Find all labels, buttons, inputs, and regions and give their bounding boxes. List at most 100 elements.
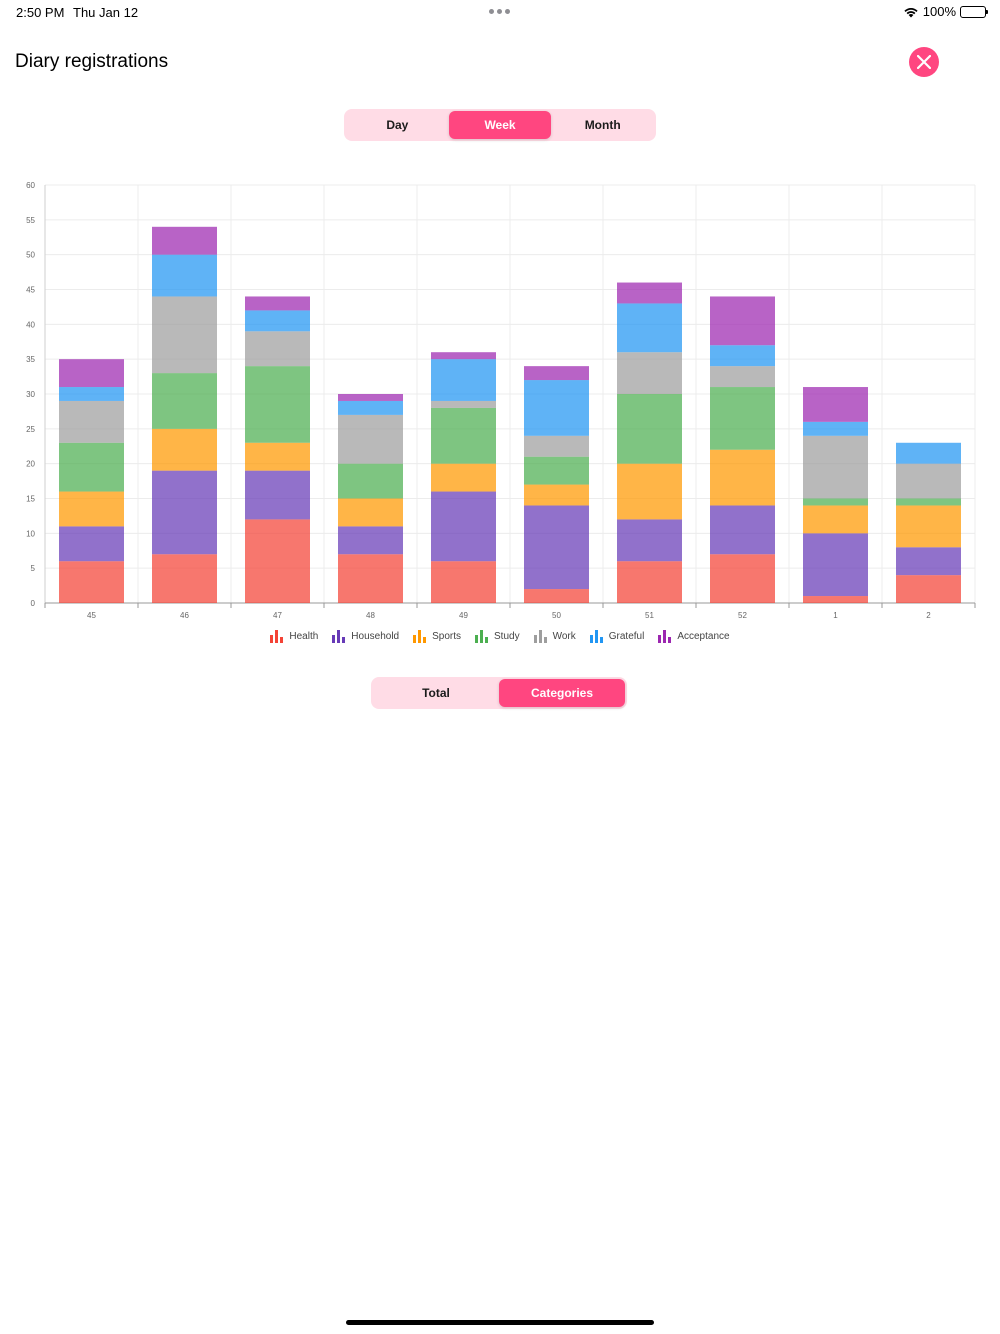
period-segmented-control: Day Week Month (344, 109, 656, 141)
bar-segment-study (803, 498, 868, 506)
page-title: Diary registrations (15, 51, 169, 72)
bar-segment-sports (431, 463, 496, 492)
bar-segment-study (152, 373, 217, 429)
bar-segment-grateful (338, 400, 403, 415)
view-segmented-control: Total Categories (371, 677, 627, 709)
bar-segment-grateful (710, 345, 775, 367)
x-tick-label: 50 (552, 611, 561, 620)
segment-total[interactable]: Total (373, 679, 499, 707)
bar-segment-acceptance (617, 282, 682, 304)
bar-segment-work (803, 435, 868, 499)
legend-item-work[interactable]: Work (533, 630, 576, 643)
status-time: 2:50 PM (16, 5, 65, 20)
bar-segment-acceptance (431, 352, 496, 360)
y-tick-label: 20 (26, 460, 35, 469)
legend-item-grateful[interactable]: Grateful (589, 630, 645, 643)
legend-label: Sports (432, 631, 462, 642)
bar-segment-sports (245, 442, 310, 471)
legend-item-acceptance[interactable]: Acceptance (658, 630, 730, 643)
x-tick-label: 46 (180, 611, 189, 620)
bar-chart-icon (413, 630, 427, 643)
legend-label: Work (552, 631, 576, 642)
bar-segment-household (152, 470, 217, 555)
bar-segment-household (338, 526, 403, 555)
bar-chart-icon (475, 630, 489, 643)
bar-segment-work (338, 414, 403, 464)
bar-segment-health (245, 519, 310, 603)
bar-chart-icon (658, 630, 672, 643)
close-button[interactable] (909, 47, 939, 77)
bar-segment-acceptance (59, 359, 124, 388)
home-indicator[interactable] (346, 1320, 654, 1325)
bar-segment-grateful (431, 359, 496, 401)
legend-label: Acceptance (677, 631, 730, 642)
x-tick-label: 1 (833, 611, 838, 620)
bar-segment-health (896, 575, 961, 603)
bar-segment-work (896, 463, 961, 499)
y-tick-label: 5 (31, 564, 36, 573)
stacked-bar-chart: 0 5 10 15 20 25 30 35 40 45 50 55 60 45 46 47 48 49 50 51 52… (26, 181, 976, 620)
y-tick-label: 40 (26, 320, 35, 329)
bar-segment-household (803, 533, 868, 597)
y-tick-label: 25 (26, 425, 35, 434)
bar-segment-household (617, 519, 682, 562)
bar-segment-work (152, 296, 217, 374)
x-tick-label: 2 (926, 611, 931, 620)
bar-chart-icon (270, 630, 284, 643)
bar-segment-grateful (617, 303, 682, 353)
status-bar: 2:50 PM Thu Jan 12 100% (0, 0, 1000, 26)
bar-segment-acceptance (152, 226, 217, 255)
bar-segment-work (617, 352, 682, 394)
bar-segment-sports (524, 484, 589, 506)
bar-segment-household (896, 547, 961, 576)
y-tick-label: 0 (31, 599, 36, 608)
legend-label: Study (494, 631, 520, 642)
bar-segment-study (710, 387, 775, 450)
bar-segment-acceptance (524, 366, 589, 381)
x-tick-label: 48 (366, 611, 375, 620)
legend-label: Household (351, 631, 400, 642)
segment-categories[interactable]: Categories (499, 679, 625, 707)
bar-segment-sports (803, 505, 868, 534)
bar-segment-work (59, 400, 124, 443)
bar-segment-sports (338, 498, 403, 527)
bar-segment-acceptance (338, 394, 403, 401)
bar-segment-acceptance (710, 296, 775, 346)
bar-segment-study (338, 463, 403, 499)
bar-segment-acceptance (803, 387, 868, 422)
legend-item-study[interactable]: Study (475, 630, 520, 643)
segment-week[interactable]: Week (448, 111, 552, 139)
bar-segment-health (710, 554, 775, 603)
segment-month[interactable]: Month (551, 111, 654, 139)
bar-segment-health (59, 561, 124, 603)
x-tick-label: 49 (459, 611, 468, 620)
bar-segment-sports (617, 463, 682, 520)
bar-segment-study (431, 407, 496, 464)
legend-item-sports[interactable]: Sports (413, 630, 461, 643)
y-tick-label: 30 (26, 390, 35, 399)
bar-segment-grateful (245, 310, 310, 332)
bar-segment-sports (59, 491, 124, 527)
bar-segment-sports (152, 428, 217, 471)
y-tick-label: 15 (26, 495, 35, 504)
bar-segment-household (431, 491, 496, 562)
multitasking-dots-icon[interactable] (489, 4, 511, 18)
bar-segment-grateful (59, 387, 124, 401)
bar-segment-health (803, 596, 868, 603)
bar-segment-work (710, 366, 775, 388)
y-tick-label: 10 (26, 529, 35, 538)
legend-item-household[interactable]: Household (332, 630, 399, 643)
legend-label: Health (289, 631, 319, 642)
legend-item-health[interactable]: Health (270, 630, 318, 643)
status-date: Thu Jan 12 (73, 5, 139, 20)
segment-day[interactable]: Day (346, 111, 449, 139)
close-icon (917, 55, 931, 69)
bar-segment-work (245, 331, 310, 367)
bar-segment-health (431, 561, 496, 603)
legend-label: Grateful (608, 631, 645, 642)
bar-segment-study (59, 442, 124, 492)
status-right: 100% (903, 4, 988, 19)
bar-segment-sports (896, 505, 961, 548)
bar-segment-grateful (803, 421, 868, 436)
chart-legend: Health Household Sports Study Work Grateful Ac… (0, 630, 1000, 643)
